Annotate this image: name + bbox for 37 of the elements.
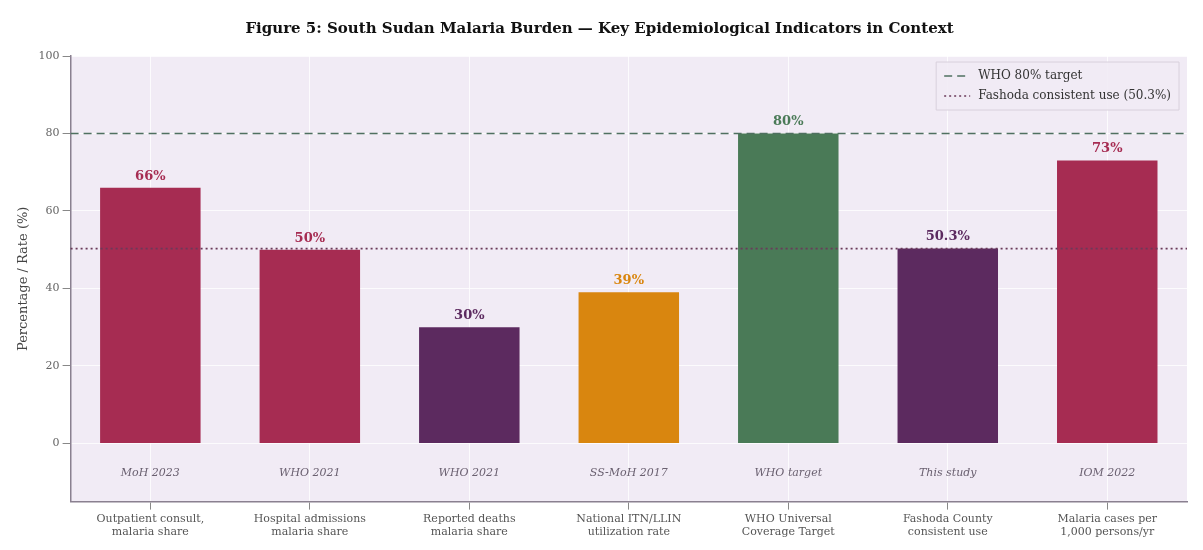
bar [419,327,520,443]
bar [1057,160,1158,443]
legend-label: Fashoda consistent use (50.3%) [978,88,1172,103]
y-tick-label: 40 [45,281,60,295]
annotation: MoH 2023 [119,466,180,480]
legend-label: WHO 80% target [978,68,1083,83]
bar [578,292,680,443]
data-label: 50% [294,229,326,245]
y-tick-label: 100 [38,48,60,62]
x-tick-label: Reported deaths malaria share [423,512,516,539]
x-tick-label: WHO Universal Coverage Target [741,512,836,539]
data-label: 50.3% [925,228,971,244]
x-tick-label: Hospital admissions malaria share [253,512,367,539]
annotation: WHO target [754,466,823,480]
bar [259,249,361,443]
annotation: WHO 2021 [279,466,341,480]
y-tick-label: 60 [45,203,60,217]
annotation: SS-MoH 2017 [589,466,668,480]
y-axis-title: Percentage / Rate (%) [15,206,31,352]
bar [100,187,201,443]
data-label: 30% [454,307,486,323]
annotation: This study [919,466,978,480]
annotation: IOM 2022 [1078,466,1136,480]
data-label: 66% [135,167,167,183]
x-tick-label: Malaria cases per 1,000 persons/yr [1057,512,1158,539]
x-tick-label: Fashoda County consistent use [902,512,994,539]
data-label: 80% [773,113,805,129]
annotation: WHO 2021 [438,466,501,480]
chart-title: Figure 5: South Sudan Malaria Burden — Key Epidemiological Indicators in Context [245,18,954,37]
y-tick-label: 0 [52,436,60,450]
x-tick-label: Outpatient consult, malaria share [96,512,205,539]
bar [897,248,999,443]
y-tick-label: 20 [45,358,60,372]
x-tick-label: National ITN/LLIN utilization rate [576,512,682,539]
data-label: 39% [613,272,645,288]
data-label: 73% [1092,140,1124,156]
y-tick-label: 80 [45,126,60,140]
